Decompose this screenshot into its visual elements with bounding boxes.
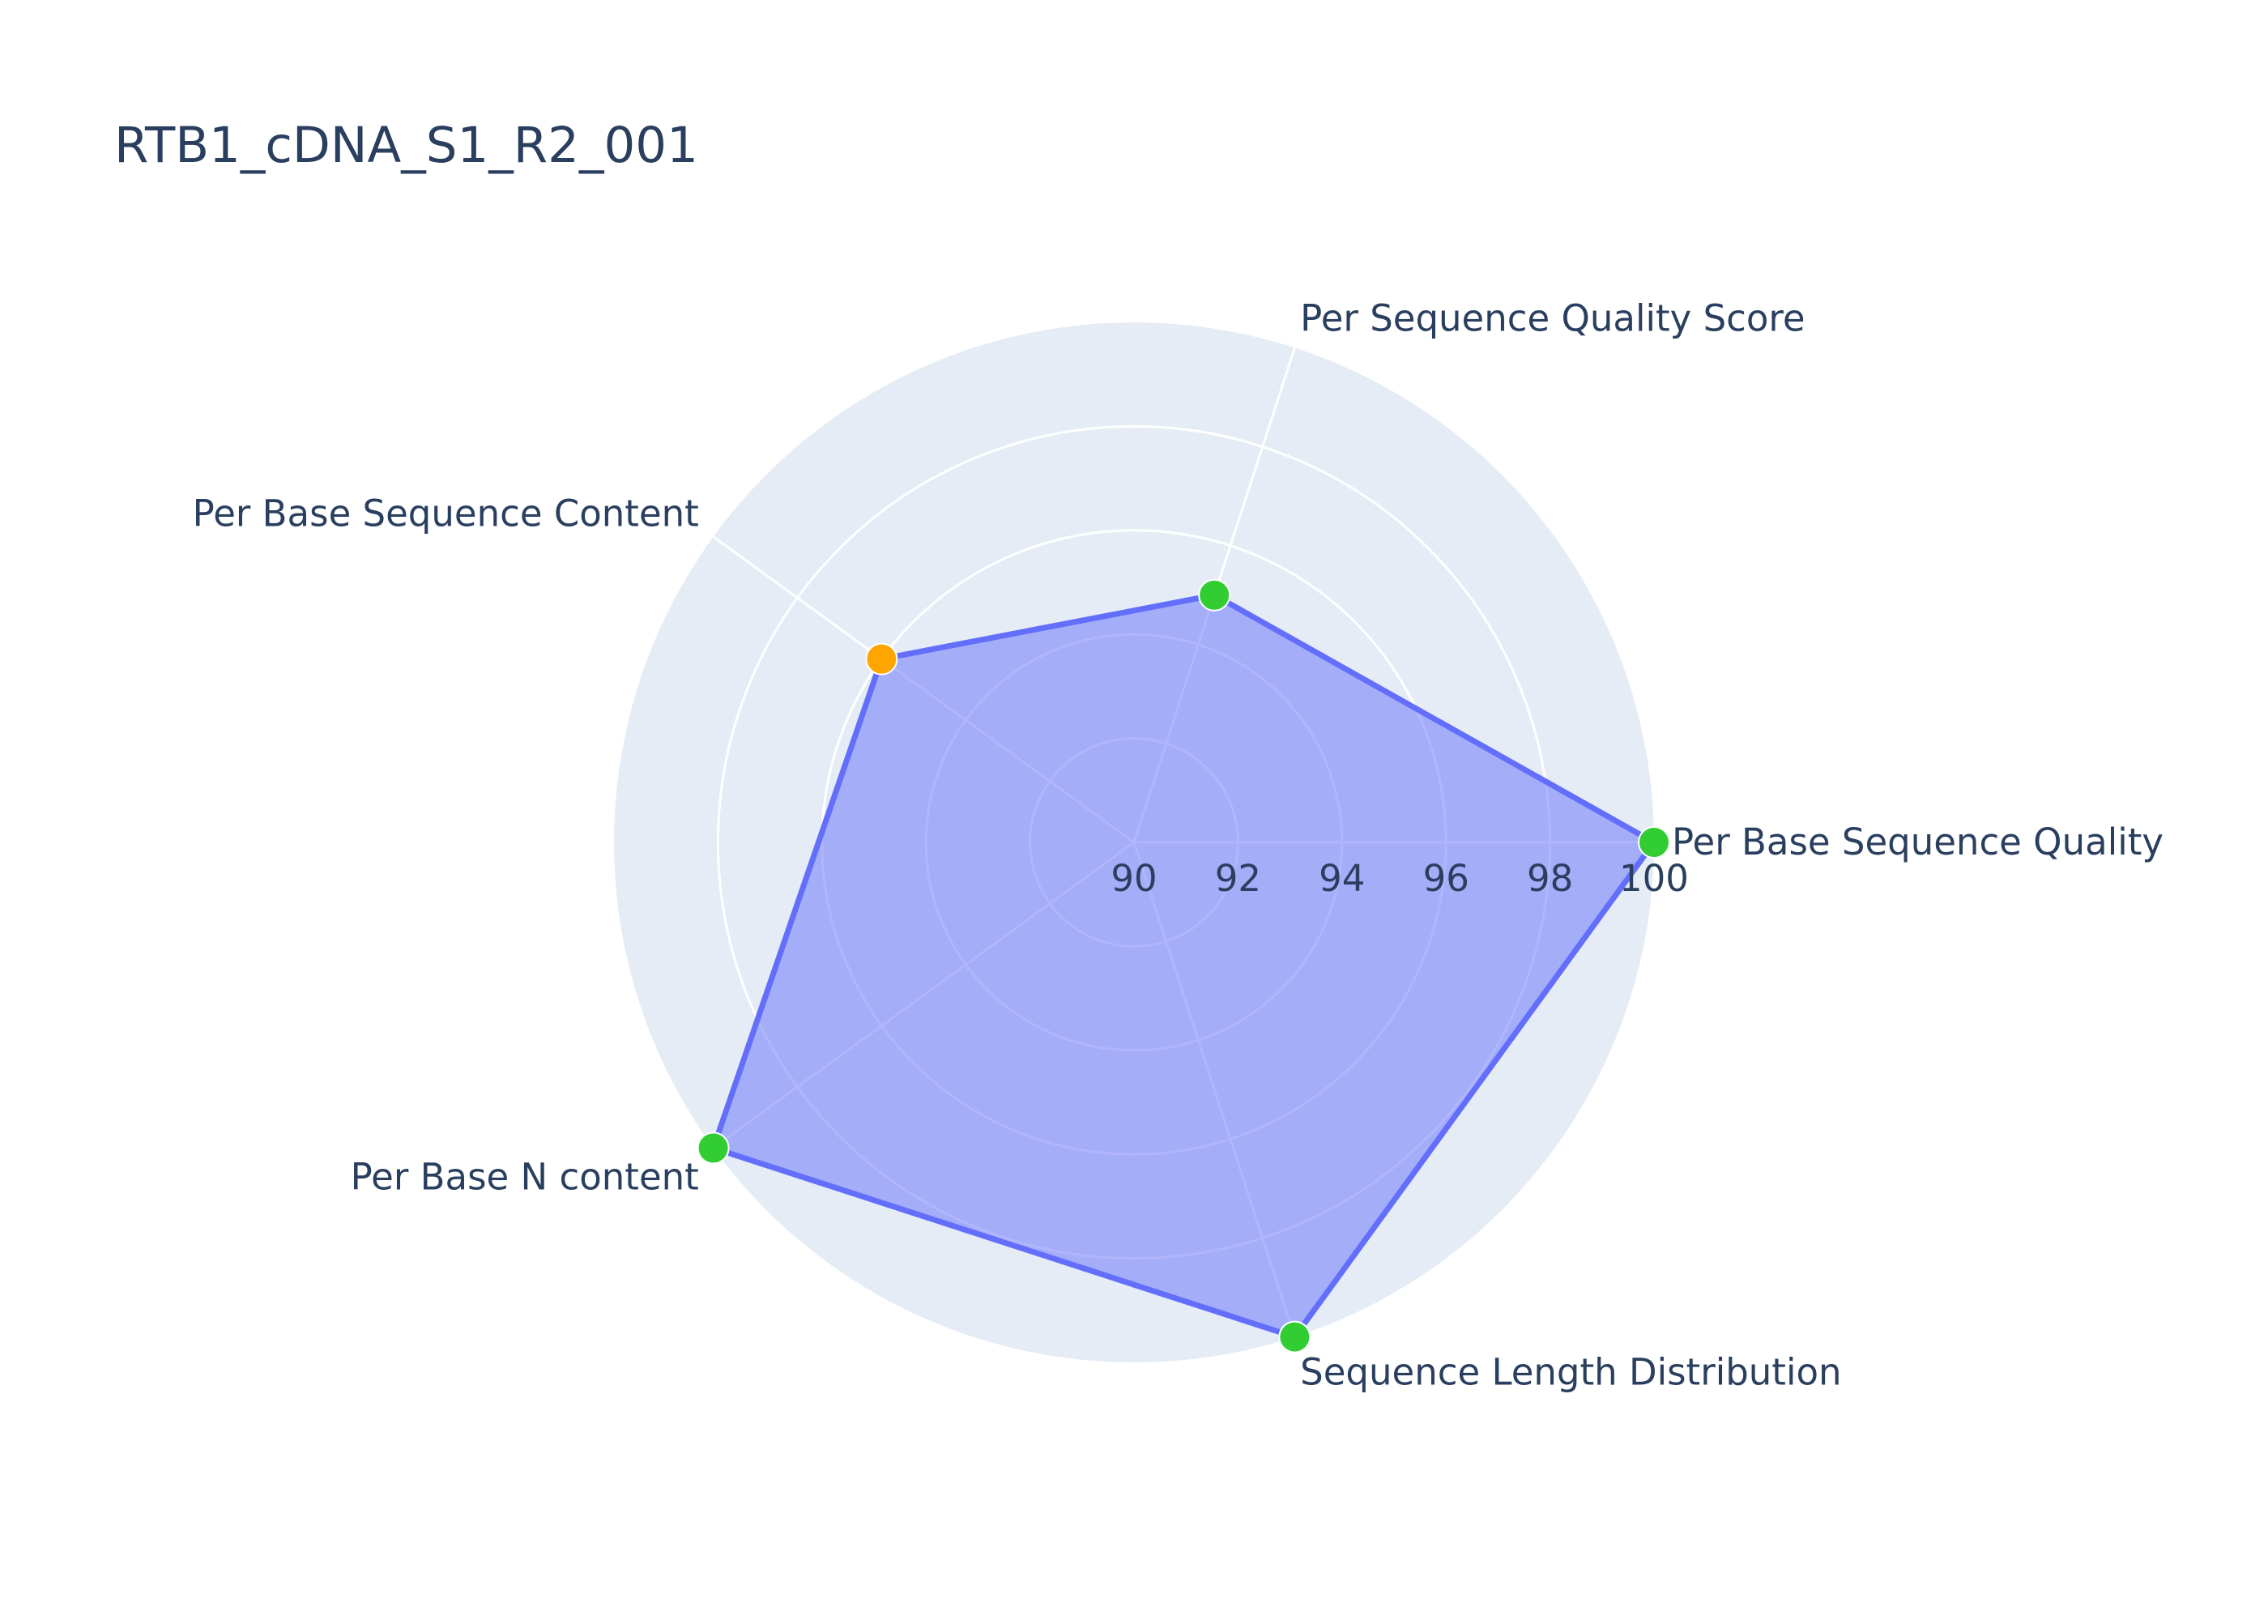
axis-labels: Per Base Sequence Quality Per Sequence Qu… — [193, 296, 2164, 1393]
radial-tick-label: 90 — [1111, 857, 1157, 900]
series-area — [710, 592, 1657, 1341]
axis-label-per-base-sequence-content: Per Base Sequence Content — [193, 492, 699, 535]
data-point-sequence-length-distribution[interactable] — [1278, 1320, 1311, 1353]
axis-label-per-base-n-content: Per Base N content — [351, 1155, 699, 1198]
axis-label-sequence-length-distribution: Sequence Length Distribution — [1300, 1351, 1841, 1394]
radial-tick-label: 92 — [1215, 857, 1261, 900]
radial-tick-label: 100 — [1619, 857, 1689, 900]
data-point-per-base-sequence-quality[interactable] — [1638, 826, 1670, 859]
data-point-per-base-n-content[interactable] — [697, 1132, 730, 1165]
data-point-per-sequence-quality-score[interactable] — [1198, 578, 1231, 612]
radial-tick-label: 94 — [1319, 857, 1365, 900]
radial-ticks: 90 92 94 96 98 100 — [1111, 857, 1689, 900]
radial-tick-label: 98 — [1527, 857, 1573, 900]
data-point-per-base-sequence-content[interactable] — [865, 642, 898, 676]
data-layer — [697, 578, 1670, 1353]
chart-title: RTB1_cDNA_S1_R2_001 — [114, 117, 698, 174]
radial-tick-label: 96 — [1423, 857, 1469, 900]
axis-label-per-base-sequence-quality: Per Base Sequence Quality — [1672, 821, 2164, 863]
axis-label-per-sequence-quality-score: Per Sequence Quality Score — [1300, 296, 1805, 339]
